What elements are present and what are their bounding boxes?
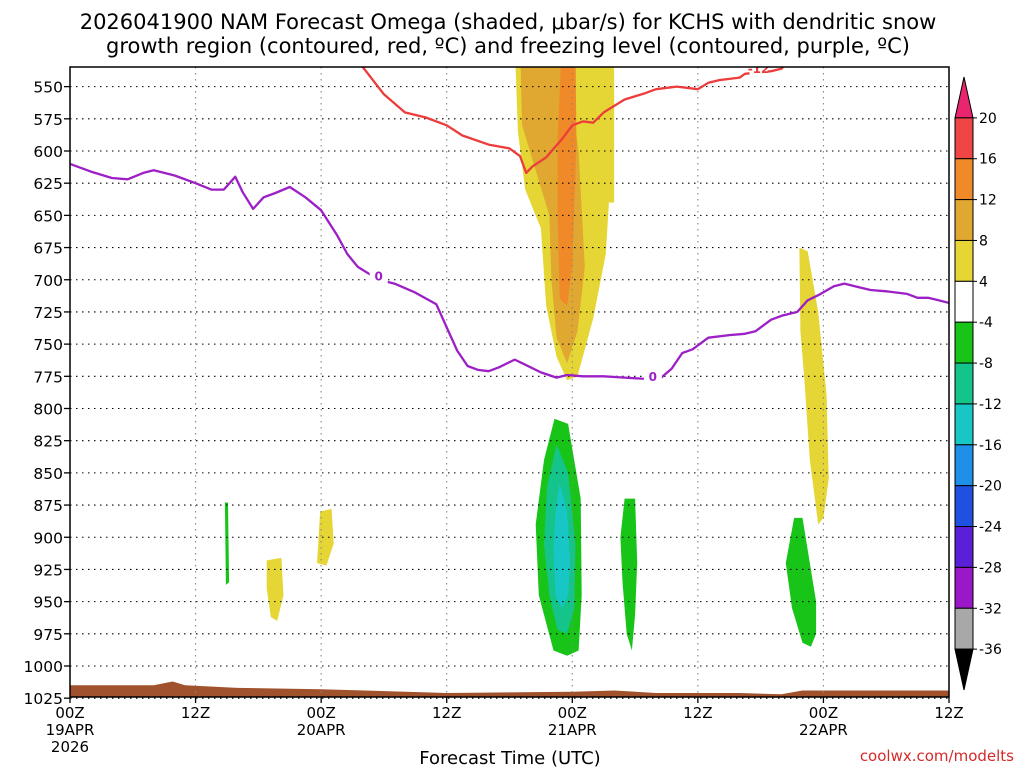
colorbar-swatch xyxy=(954,485,974,528)
colorbar: 20 16 12 8 4 -4 -8 -12 -16 -20 -24 -28 -32 -36 xyxy=(954,76,1002,691)
freezing-level-line xyxy=(70,162,949,381)
dgz-contour-label-bg xyxy=(749,67,768,77)
dgz-contour-line xyxy=(361,67,785,175)
colorbar-swatch xyxy=(954,362,974,405)
y-tick-label: 600 xyxy=(33,143,63,161)
colorbar-label: -8 xyxy=(979,356,993,372)
colorbar-label: -12 xyxy=(979,397,1002,413)
y-tick-label: 725 xyxy=(33,304,63,322)
omega-region xyxy=(620,498,638,651)
grid-layer xyxy=(70,67,949,699)
colorbar-swatch xyxy=(954,526,974,568)
x-axis-label: Forecast Time (UTC) xyxy=(419,748,600,768)
x-tick-label-date: 20APR xyxy=(297,721,346,739)
omega-region xyxy=(785,517,817,647)
y-tick-label: 825 xyxy=(33,433,63,451)
colorbar-label: -32 xyxy=(979,601,1002,617)
colorbar-label: 16 xyxy=(979,152,997,168)
y-tick-label: 1025 xyxy=(24,690,63,708)
colorbar-label: -36 xyxy=(979,642,1002,658)
contour-layer: -12 0 0 xyxy=(70,62,949,384)
y-tick-label: 575 xyxy=(33,111,63,129)
colorbar-bottom-arrow xyxy=(954,648,974,691)
colorbar-swatch xyxy=(954,566,974,609)
x-tick-label-time: 00Z xyxy=(809,704,838,722)
colorbar-label: -24 xyxy=(979,520,1002,536)
x-tick-label-time: 12Z xyxy=(432,704,461,722)
colorbar-swatch xyxy=(954,321,974,364)
x-tick-label-date: 19APR xyxy=(46,721,95,739)
colorbar-label: 4 xyxy=(979,274,988,290)
y-tick-label: 650 xyxy=(33,207,63,225)
colorbar-label: -16 xyxy=(979,438,1002,454)
omega-shading-layer xyxy=(224,67,829,656)
colorbar-swatch xyxy=(954,280,974,323)
y-tick-label: 850 xyxy=(33,465,63,483)
colorbar-swatch xyxy=(954,444,974,487)
y-tick-label: 1000 xyxy=(24,658,63,676)
colorbar-label: 20 xyxy=(979,111,997,127)
y-tick-label: 625 xyxy=(33,175,63,193)
dgz-contour-label: -12 xyxy=(748,62,770,76)
freezing-level-label: 0 xyxy=(375,269,383,283)
freezing-level-label: 0 xyxy=(649,370,657,384)
colorbar-swatch xyxy=(954,607,974,650)
y-axis-ticks: 550 575 600 625 650 675 700 725 750 775 800 825 850 8… xyxy=(24,79,70,708)
omega-region xyxy=(224,502,230,585)
x-tick-label-date: 22APR xyxy=(799,721,848,739)
omega-region xyxy=(317,508,334,566)
x-tick-label-time: 12Z xyxy=(683,704,712,722)
freezing-level-label-bg xyxy=(643,369,662,384)
y-tick-label: 700 xyxy=(33,272,63,290)
colorbar-label: 8 xyxy=(979,233,988,249)
y-tick-label: 800 xyxy=(33,401,63,419)
x-tick-label-time: 12Z xyxy=(934,704,963,722)
colorbar-swatch xyxy=(954,239,974,282)
omega-region xyxy=(553,483,571,609)
y-tick-label: 550 xyxy=(33,79,63,97)
omega-region xyxy=(266,557,284,621)
y-tick-label: 950 xyxy=(33,594,63,612)
colorbar-swatch xyxy=(954,403,974,446)
freezing-level-label-bg xyxy=(369,269,388,284)
y-tick-label: 900 xyxy=(33,529,63,547)
y-tick-label: 750 xyxy=(33,336,63,354)
y-tick-label: 675 xyxy=(33,240,63,258)
x-tick-label-year: 2026 xyxy=(51,738,89,756)
colorbar-top-arrow xyxy=(954,76,974,119)
omega-region xyxy=(799,247,829,525)
credit-text: coolwx.com/modelts xyxy=(860,747,1014,765)
colorbar-label: -28 xyxy=(979,560,1002,576)
y-tick-label: 875 xyxy=(33,497,63,515)
x-tick-label-date: 21APR xyxy=(548,721,597,739)
x-tick-label-time: 00Z xyxy=(55,704,84,722)
colorbar-label: -20 xyxy=(979,479,1002,495)
colorbar-swatch xyxy=(954,117,974,160)
ground-surface xyxy=(70,681,949,697)
colorbar-swatch xyxy=(954,158,974,201)
y-tick-label: 925 xyxy=(33,561,63,579)
chart-title-line-1: 2026041900 NAM Forecast Omega (shaded, μ… xyxy=(80,10,937,34)
ground-layer xyxy=(70,681,949,697)
x-tick-label-time: 12Z xyxy=(181,704,210,722)
colorbar-swatch xyxy=(954,199,974,241)
plot-frame xyxy=(69,66,950,698)
y-tick-label: 975 xyxy=(33,626,63,644)
colorbar-label: 12 xyxy=(979,193,997,209)
x-tick-label-time: 00Z xyxy=(306,704,335,722)
y-tick-label: 775 xyxy=(33,368,63,386)
colorbar-label: -4 xyxy=(979,315,993,331)
x-tick-label-time: 00Z xyxy=(558,704,587,722)
chart-title-line-2: growth region (contoured, red, ºC) and f… xyxy=(106,34,910,58)
